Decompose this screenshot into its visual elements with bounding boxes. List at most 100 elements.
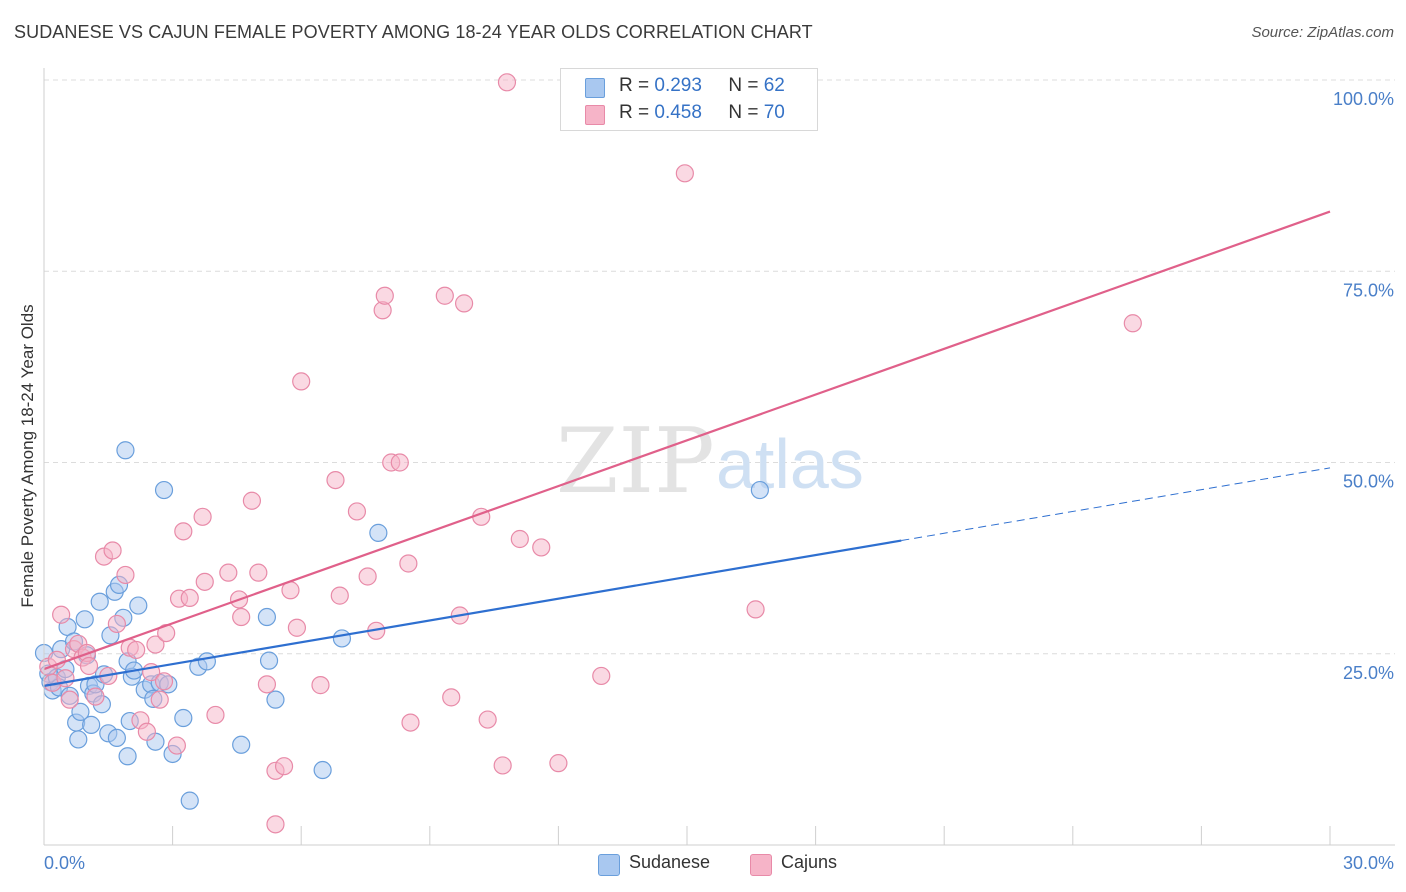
correlation-legend: R = 0.293 N = 62 R = 0.458 N = 70	[560, 68, 818, 131]
sudanese-trend-extension	[901, 467, 1331, 542]
cajuns-point	[86, 687, 105, 706]
cajuns-point	[442, 688, 461, 707]
cajuns-point	[60, 690, 79, 709]
series-label-sudanese: Sudanese	[629, 852, 711, 872]
sudanese-point	[71, 702, 90, 721]
cajuns-point	[180, 588, 199, 608]
cajuns-point	[146, 635, 165, 654]
cajuns-point	[232, 607, 251, 627]
cajuns-point	[266, 815, 285, 834]
watermark-zip: ZIP	[556, 409, 715, 514]
cajuns-point	[150, 690, 169, 709]
sudanese-point	[232, 735, 251, 754]
cajuns-point	[103, 541, 122, 560]
cajuns-point	[52, 605, 71, 624]
cajuns-point	[330, 586, 349, 605]
cajuns-point	[127, 640, 146, 660]
cajuns-point	[549, 754, 568, 773]
cajuns-point	[167, 736, 186, 755]
x-tick-label: 30.0%	[1343, 853, 1394, 873]
chart-title: SUDANESE VS CAJUN FEMALE POVERTY AMONG 1…	[14, 22, 813, 42]
legend-r-value: 0.458	[654, 102, 702, 123]
legend-stats-sudanese: R = 0.293 N = 62	[619, 75, 785, 97]
cajuns-point	[454, 294, 474, 313]
y-tick-label: 100.0%	[1333, 89, 1394, 109]
axes: 25.0% 50.0% 75.0% 100.0% 0.0% 30.0%	[43, 68, 1395, 873]
y-tick-label: 75.0%	[1343, 280, 1394, 300]
cajuns-point	[274, 757, 294, 776]
cajuns-point	[675, 164, 694, 183]
cajuns-point	[746, 600, 765, 619]
sudanese-point	[369, 523, 388, 542]
cajuns-point	[193, 507, 212, 526]
cajuns-point	[478, 710, 497, 729]
sudanese-point	[154, 480, 174, 500]
cajuns-point	[435, 286, 454, 305]
cajuns-point	[399, 554, 418, 573]
sudanese-point	[174, 708, 193, 728]
legend-r-label: R =	[619, 75, 650, 96]
sudanese-point	[332, 629, 352, 648]
sudanese-point	[313, 760, 332, 780]
cajuns-point	[390, 453, 409, 472]
legend-n-label: N =	[728, 75, 759, 96]
cajuns-point	[493, 756, 512, 775]
cajuns-point	[358, 567, 377, 586]
series-swatch-cajuns	[750, 854, 772, 876]
sudanese-point	[75, 610, 94, 629]
watermark: ZIP atlas	[556, 409, 864, 514]
sudanese-trend-line	[43, 539, 902, 687]
y-tick-label: 50.0%	[1343, 472, 1394, 492]
cajuns-point	[79, 656, 99, 676]
sudanese-point	[180, 791, 199, 810]
cajuns-point	[375, 286, 394, 305]
cajuns-point	[195, 572, 214, 591]
cajuns-point	[242, 491, 262, 510]
cajuns-points	[39, 73, 1142, 834]
cajuns-point	[287, 618, 307, 637]
chart-source: Source: ZipAtlas.com	[1251, 24, 1394, 41]
sudanese-point	[116, 441, 135, 460]
watermark-atlas: atlas	[716, 425, 864, 503]
sudanese-point	[197, 652, 216, 671]
cajuns-point	[249, 563, 268, 582]
cajuns-point	[311, 676, 330, 695]
legend-swatch-cajuns	[585, 105, 605, 125]
x-tick-label: 0.0%	[44, 853, 85, 873]
cajuns-point	[326, 470, 345, 490]
cajuns-point	[206, 705, 225, 725]
sudanese-point	[90, 592, 109, 611]
cajuns-point	[497, 73, 517, 92]
cajuns-point	[347, 502, 367, 521]
legend-n-value: 62	[763, 75, 785, 96]
cajuns-point	[510, 529, 529, 549]
legend-r-value: 0.293	[654, 75, 702, 96]
cajuns-point	[592, 666, 611, 686]
legend-n-label: N =	[728, 102, 759, 123]
series-swatch-sudanese	[598, 854, 620, 876]
cajuns-point	[292, 372, 311, 391]
cajuns-point	[257, 675, 277, 694]
sudanese-point	[118, 747, 137, 766]
cajuns-point	[137, 722, 156, 741]
sudanese-point	[266, 690, 285, 709]
cajuns-point	[154, 672, 174, 691]
cajuns-point	[401, 713, 420, 732]
cajuns-point	[219, 563, 238, 582]
sudanese-point	[257, 607, 277, 627]
grid	[44, 79, 1395, 655]
sudanese-point	[750, 480, 769, 500]
sudanese-point	[82, 715, 101, 734]
cajuns-point	[174, 522, 193, 541]
cajuns-point	[532, 538, 551, 557]
legend-stats-cajuns: R = 0.458 N = 70	[619, 102, 785, 124]
sudanese-point	[107, 728, 126, 748]
sudanese-point	[259, 651, 279, 670]
trend-lines	[43, 210, 1331, 687]
sudanese-point	[69, 730, 88, 749]
series-label-cajuns: Cajuns	[781, 852, 838, 872]
cajuns-point	[116, 565, 135, 585]
y-tick-label: 25.0%	[1343, 663, 1394, 683]
sudanese-point	[129, 596, 148, 615]
